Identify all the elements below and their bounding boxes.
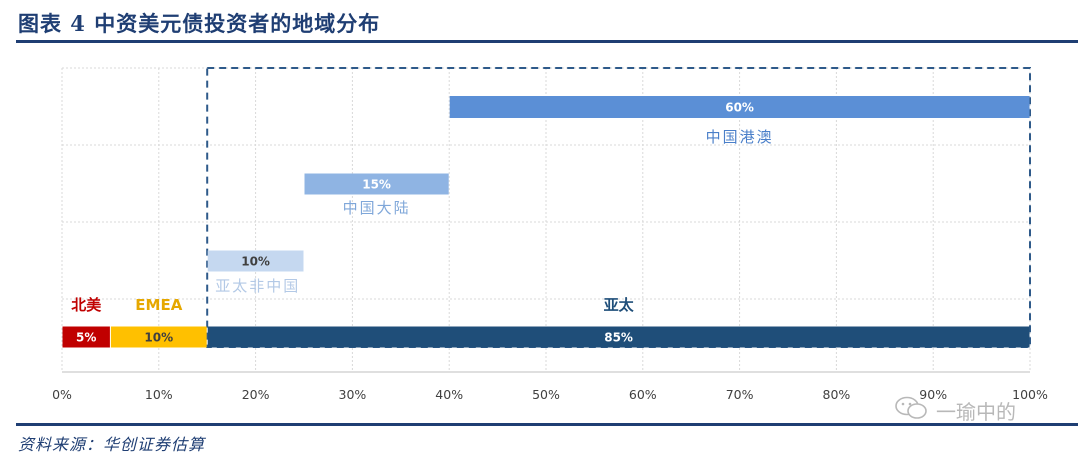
x-tick-label: 40% — [435, 387, 463, 402]
x-tick-label: 50% — [532, 387, 560, 402]
bar-segment — [449, 96, 1030, 118]
x-tick-label: 90% — [919, 387, 947, 402]
x-tick-label: 70% — [726, 387, 754, 402]
bar-segment — [62, 326, 110, 348]
bar-segment — [110, 326, 207, 348]
chart-area: 0% 10% 20% 30% 40% 50% 60% 70% 80% 90% 100% 5% 北美 10%… — [52, 67, 1048, 402]
x-tick-label: 100% — [1012, 387, 1048, 402]
bar-segment — [207, 250, 304, 272]
data-label: 60% — [725, 101, 754, 115]
footer-divider — [16, 423, 1078, 426]
x-tick-label: 0% — [52, 387, 72, 402]
source-note: 资料来源：华创证券估算 — [18, 435, 206, 454]
category-label: 中国大陆 — [343, 199, 411, 217]
x-tick-label: 10% — [145, 387, 173, 402]
data-label: 85% — [604, 331, 633, 345]
x-tick-label: 30% — [339, 387, 367, 402]
watermark-text: 一瑜中的 — [936, 400, 1016, 424]
category-label: 亚太非中国 — [215, 277, 300, 295]
bar-segment — [304, 173, 449, 195]
x-tick-label: 80% — [823, 387, 851, 402]
title-divider — [16, 40, 1078, 43]
wechat-icon — [895, 396, 927, 419]
category-label: 亚太 — [604, 296, 635, 314]
bar-segment — [207, 326, 1030, 348]
x-tick-label: 60% — [629, 387, 657, 402]
data-label: 15% — [362, 178, 391, 192]
chart-title: 图表 4 中资美元债投资者的地域分布 — [18, 11, 381, 36]
data-label: 10% — [241, 255, 270, 269]
category-label: EMEA — [135, 296, 182, 314]
category-label: 中国港澳 — [706, 128, 774, 146]
data-label: 5% — [76, 331, 96, 345]
x-tick-label: 20% — [242, 387, 270, 402]
category-label: 北美 — [71, 296, 102, 314]
data-label: 10% — [144, 331, 173, 345]
